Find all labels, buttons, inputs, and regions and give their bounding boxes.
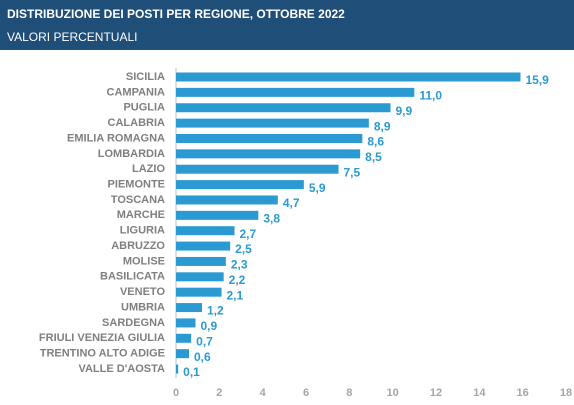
y-tick-label: VALLE D'AOSTA	[78, 363, 165, 375]
bar	[176, 149, 361, 159]
x-tick-label: 4	[260, 387, 267, 399]
y-tick-label: ABRUZZO	[111, 240, 165, 252]
data-label: 0,9	[201, 319, 218, 333]
y-tick-label: SARDEGNA	[102, 317, 165, 329]
bar	[176, 195, 278, 205]
y-tick-label: UMBRIA	[121, 301, 165, 313]
bar	[176, 103, 391, 113]
data-label: 3,8	[263, 212, 280, 226]
data-label: 5,9	[309, 181, 326, 195]
data-label: 8,5	[365, 150, 382, 164]
y-tick-label: MARCHE	[117, 209, 165, 221]
y-tick-label: LAZIO	[132, 163, 165, 175]
data-label: 11,0	[419, 89, 442, 103]
y-tick-label: BASILICATA	[100, 271, 165, 283]
y-tick-label: TOSCANA	[111, 194, 165, 206]
y-tick-label: FRIULI VENEZIA GIULIA	[39, 332, 165, 344]
y-tick-label: EMILIA ROMAGNA	[67, 132, 165, 144]
data-label: 4,7	[283, 196, 300, 210]
bar	[176, 226, 235, 236]
data-label: 8,6	[367, 135, 384, 149]
y-tick-label: MOLISE	[123, 255, 165, 267]
header-band	[0, 0, 574, 50]
bar	[176, 210, 259, 220]
x-tick-label: 18	[560, 387, 572, 399]
bar	[176, 303, 202, 313]
x-tick-label: 0	[173, 387, 179, 399]
data-label: 0,1	[183, 365, 200, 379]
data-label: 1,2	[207, 304, 224, 318]
bar	[176, 364, 179, 374]
y-tick-label: SICILIA	[126, 71, 165, 83]
y-tick-label: CALABRIA	[108, 117, 165, 129]
data-label: 0,7	[196, 334, 213, 348]
data-label: 2,1	[227, 288, 244, 302]
bar	[176, 349, 189, 359]
bar	[176, 241, 231, 251]
y-tick-label: LIGURIA	[120, 225, 165, 237]
data-label: 8,9	[374, 119, 391, 133]
data-label: 2,7	[240, 227, 257, 241]
y-tick-label: VENETO	[120, 286, 165, 298]
y-tick-label: LOMBARDIA	[98, 148, 165, 160]
x-tick-label: 14	[473, 387, 486, 399]
bar	[176, 87, 415, 97]
y-tick-label: TRENTINO ALTO ADIGE	[40, 348, 165, 360]
bar	[176, 164, 339, 174]
x-tick-label: 16	[517, 387, 529, 399]
bar	[176, 256, 226, 266]
y-tick-label: CAMPANIA	[107, 86, 166, 98]
bar	[176, 118, 369, 128]
y-tick-label: PUGLIA	[123, 102, 165, 114]
bar	[176, 287, 222, 297]
chart-subtitle: VALORI PERCENTUALI	[7, 30, 137, 44]
x-tick-label: 8	[346, 387, 352, 399]
x-tick-label: 2	[216, 387, 222, 399]
data-label: 2,2	[229, 273, 246, 287]
data-label: 2,5	[235, 242, 252, 256]
data-label: 15,9	[526, 73, 550, 87]
bar	[176, 333, 192, 343]
bar	[176, 318, 196, 328]
bar	[176, 133, 363, 143]
data-label: 0,6	[194, 350, 211, 364]
x-tick-label: 12	[430, 387, 442, 399]
data-label: 9,9	[396, 104, 413, 118]
y-tick-label: PIEMONTE	[108, 178, 165, 190]
x-tick-label: 6	[303, 387, 309, 399]
bar	[176, 272, 224, 282]
bar	[176, 72, 521, 82]
data-label: 2,3	[231, 258, 248, 272]
x-tick-label: 10	[387, 387, 399, 399]
chart-title: DISTRIBUZIONE DEI POSTI PER REGIONE, OTT…	[7, 7, 345, 21]
data-label: 7,5	[344, 165, 361, 179]
bar	[176, 180, 304, 190]
